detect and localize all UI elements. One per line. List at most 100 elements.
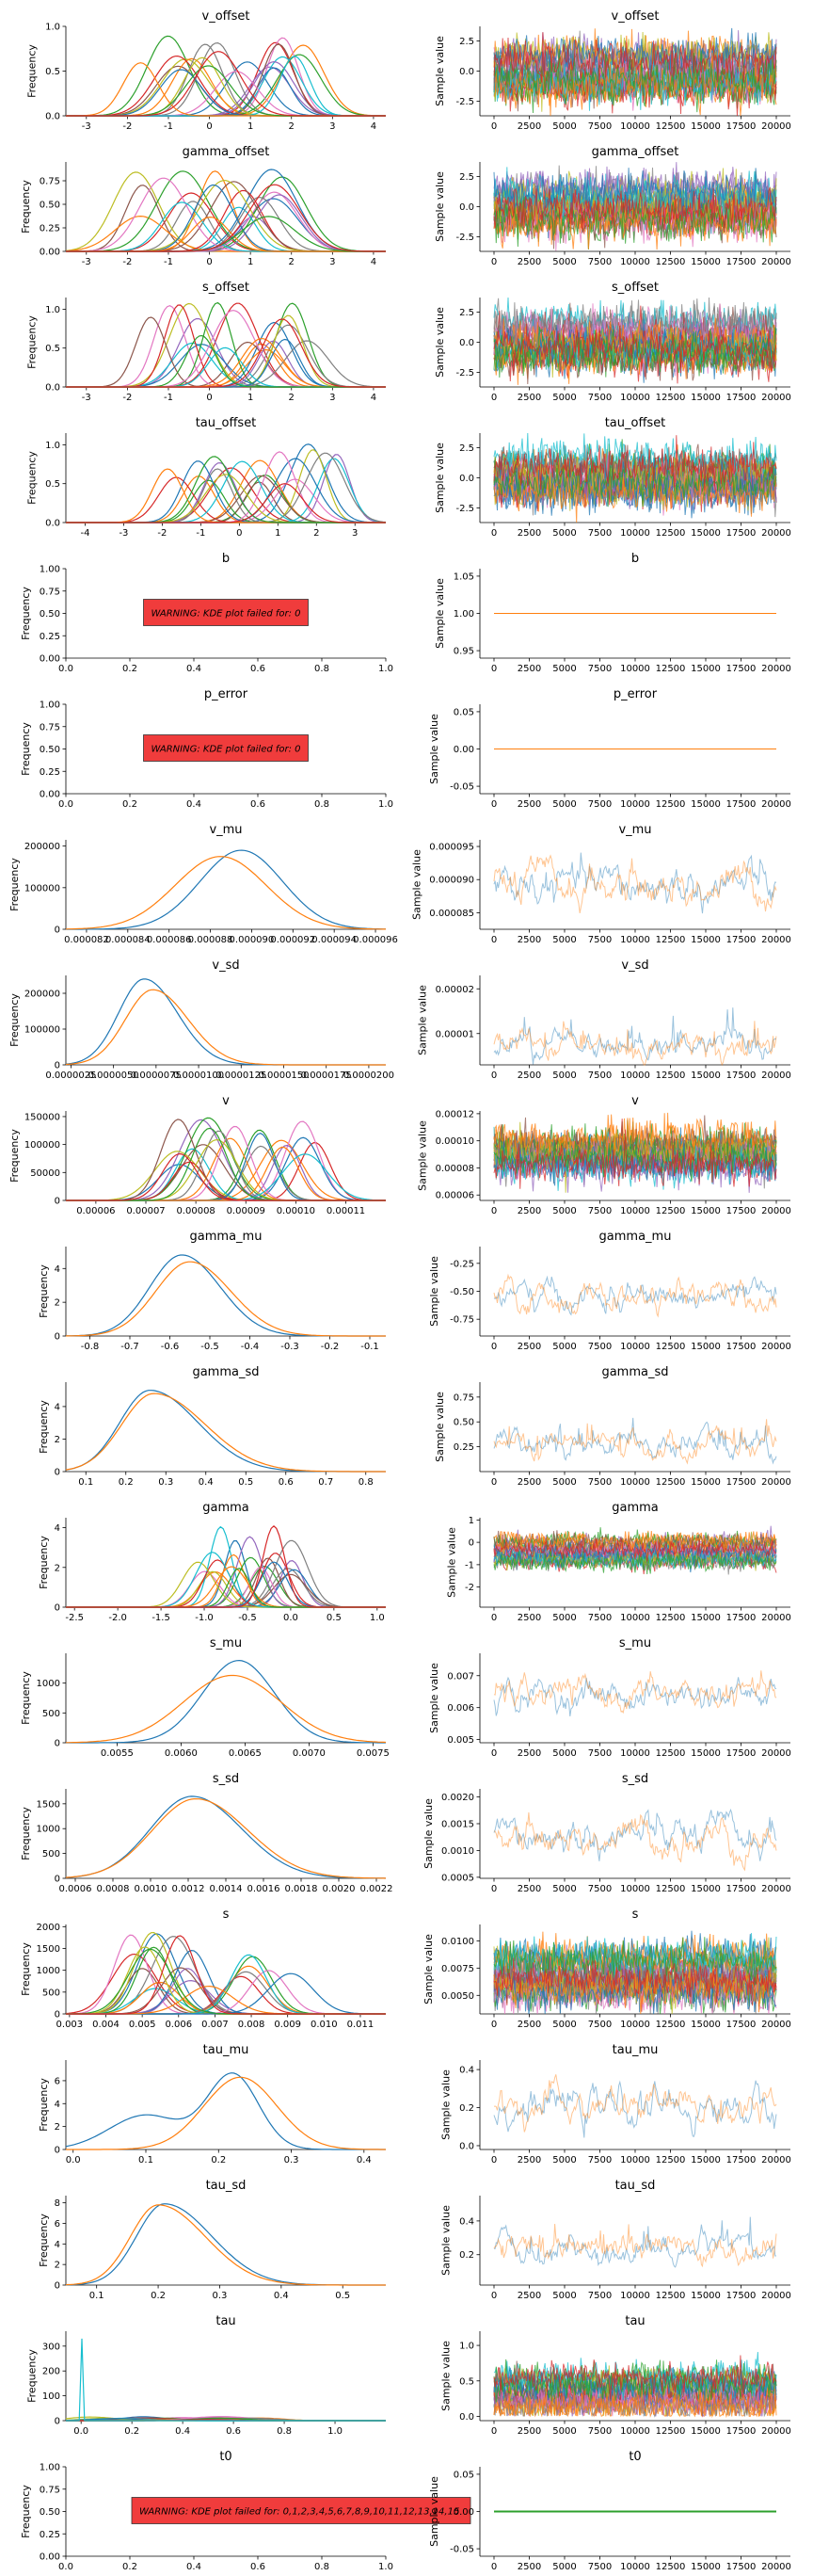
trace-y-tick-label: 0.000090 bbox=[429, 876, 474, 886]
trace-y-tick-label: 1.05 bbox=[454, 572, 474, 582]
kde-y-tick-label: 0.25 bbox=[40, 2530, 60, 2540]
trace-x-tick-label: 7500 bbox=[588, 1477, 612, 1488]
trace-x-tick-label: 7500 bbox=[588, 1884, 612, 1894]
trace-x-tick-label: 7500 bbox=[588, 1613, 612, 1623]
kde-curve bbox=[66, 461, 386, 523]
trace-y-tick-label: 1.0 bbox=[459, 2342, 474, 2352]
trace-line bbox=[493, 1549, 777, 1575]
trace-x-tick-label: 0 bbox=[491, 1884, 497, 1894]
trace-x-tick-label: 10000 bbox=[620, 1206, 650, 1216]
trace-x-tick-label: 0 bbox=[491, 799, 497, 810]
trace-y-tick-label: 0.0 bbox=[459, 202, 474, 213]
trace-x-tick-label: 0 bbox=[491, 1748, 497, 1759]
trace-title-gamma: gamma bbox=[612, 1501, 659, 1515]
kde-x-tick-label: 1 bbox=[247, 393, 253, 403]
trace-x-tick-label: 12500 bbox=[656, 2291, 686, 2301]
kde-curve bbox=[66, 56, 386, 117]
trace-x-tick-label: 20000 bbox=[761, 393, 791, 403]
kde-title-gamma_offset: gamma_offset bbox=[183, 145, 270, 159]
kde-y-tick-label: 1.00 bbox=[40, 700, 60, 711]
kde-curve bbox=[66, 1261, 386, 1337]
kde-x-tick-label: 0.0016 bbox=[247, 1884, 280, 1894]
kde-y-tick-label: 0 bbox=[55, 1197, 60, 1207]
trace-y-tick-label: -0.05 bbox=[450, 782, 474, 793]
kde-y-axis-label: Frequency bbox=[8, 993, 21, 1047]
kde-y-tick-label: 2 bbox=[55, 1298, 60, 1309]
kde-x-tick-label: -0.1 bbox=[360, 1342, 379, 1352]
trace-x-tick-label: 12500 bbox=[656, 799, 686, 810]
kde-x-tick-label: 3 bbox=[352, 528, 358, 539]
trace-line bbox=[493, 1275, 777, 1316]
kde-x-tick-label: 0.000090 bbox=[230, 935, 275, 945]
trace-x-tick-label: 20000 bbox=[761, 1342, 791, 1352]
kde-x-tick-label: 0.0020 bbox=[323, 1884, 356, 1894]
trace-x-tick-label: 0 bbox=[491, 121, 497, 132]
kde-x-tick-label: 0 bbox=[206, 121, 212, 132]
kde-x-tick-label: 0.0010 bbox=[135, 1884, 167, 1894]
kde-x-tick-label: 0.000084 bbox=[105, 935, 151, 945]
kde-curve bbox=[66, 1120, 386, 1201]
trace-x-tick-label: 2500 bbox=[518, 664, 541, 674]
trace-x-tick-label: 15000 bbox=[691, 257, 721, 267]
trace-x-tick-label: 15000 bbox=[691, 1477, 721, 1488]
trace-y-axis-label: Sample value bbox=[417, 985, 429, 1055]
kde-x-tick-label: -1.5 bbox=[151, 1613, 170, 1623]
kde-title-v: v bbox=[222, 1094, 230, 1108]
trace-x-tick-label: 5000 bbox=[552, 528, 576, 539]
trace-x-tick-label: 10000 bbox=[620, 799, 650, 810]
kde-x-tick-label: -3 bbox=[82, 121, 91, 132]
trace-title-t0: t0 bbox=[629, 2450, 641, 2464]
kde-curve bbox=[66, 2338, 386, 2422]
subplot-row-tau: tau tau 0.0 0.2 0.4 0.6 0.8 1.0 0 100 200 300 Freque… bbox=[25, 2314, 791, 2437]
kde-y-axis-label: Frequency bbox=[8, 858, 21, 911]
trace-x-tick-label: 17500 bbox=[726, 2426, 757, 2437]
trace-x-tick-label: 0 bbox=[491, 393, 497, 403]
trace-y-tick-label: -0.25 bbox=[450, 1259, 474, 1269]
kde-x-tick-label: 0.0000075 bbox=[131, 1071, 182, 1081]
kde-y-axis-label: Frequency bbox=[25, 2349, 38, 2403]
trace-x-tick-label: 7500 bbox=[588, 935, 612, 945]
kde-x-tick-label: 1.0 bbox=[378, 664, 393, 674]
subplot-row-s: s s 0.003 0.004 0.005 0.006 0.007 0.008 0.009 0.0… bbox=[20, 1908, 791, 2030]
trace-x-tick-label: 12500 bbox=[656, 1342, 686, 1352]
trace-x-tick-label: 10000 bbox=[620, 528, 650, 539]
kde-x-tick-label: 0.4 bbox=[357, 2155, 372, 2165]
kde-x-tick-label: 0.6 bbox=[250, 799, 265, 810]
kde-curve bbox=[66, 65, 386, 117]
trace-x-tick-label: 2500 bbox=[518, 393, 541, 403]
kde-curve bbox=[66, 184, 386, 252]
kde-x-tick-label: 3 bbox=[329, 121, 335, 132]
trace-y-tick-label: 0.2 bbox=[459, 2250, 474, 2261]
trace-line bbox=[493, 27, 777, 75]
subplot-row-gamma: gamma gamma -2.5 -2.0 -1.5 -1.0 -0.5 0.0 0.5 1.0 0… bbox=[38, 1501, 791, 1623]
kde-x-tick-label: 0.004 bbox=[92, 2020, 120, 2030]
kde-x-tick-label: 0.4 bbox=[186, 664, 201, 674]
trace-x-tick-label: 10000 bbox=[620, 1748, 650, 1759]
trace-y-axis-label: Sample value bbox=[434, 443, 446, 513]
kde-x-tick-label: -1 bbox=[164, 121, 173, 132]
kde-curve bbox=[66, 343, 386, 388]
trace-x-tick-label: 20000 bbox=[761, 1748, 791, 1759]
subplot-row-s_offset: s_offset s_offset -3 -2 -1 0 1 2 3 4 0.0 0.5 1.0 Freq… bbox=[25, 281, 791, 403]
kde-y-tick-label: 0.25 bbox=[40, 632, 60, 642]
trace-x-tick-label: 10000 bbox=[620, 1613, 650, 1623]
trace-x-tick-label: 12500 bbox=[656, 1477, 686, 1488]
trace-y-tick-label: 0.25 bbox=[454, 1442, 474, 1453]
kde-x-tick-label: 0.4 bbox=[175, 2426, 190, 2437]
trace-y-axis-label: Sample value bbox=[434, 578, 446, 649]
kde-curve bbox=[66, 67, 386, 117]
kde-y-tick-label: 1000 bbox=[37, 1966, 60, 1976]
trace-x-tick-label: 20000 bbox=[761, 1071, 791, 1081]
trace-x-tick-label: 10000 bbox=[620, 121, 650, 132]
trace-line bbox=[493, 1021, 777, 1067]
kde-title-s_offset: s_offset bbox=[202, 281, 249, 295]
kde-y-tick-label: 0.00 bbox=[40, 790, 60, 800]
kde-x-tick-label: 0.4 bbox=[186, 2562, 201, 2572]
kde-curve bbox=[65, 2204, 386, 2286]
trace-x-tick-label: 7500 bbox=[588, 528, 612, 539]
trace-x-tick-label: 20000 bbox=[761, 935, 791, 945]
kde-x-tick-label: 0.4 bbox=[274, 2291, 289, 2301]
trace-y-tick-label: 1.00 bbox=[454, 609, 474, 620]
trace-y-tick-label: 0.0 bbox=[459, 2141, 474, 2151]
kde-y-tick-label: 4 bbox=[55, 1264, 60, 1275]
